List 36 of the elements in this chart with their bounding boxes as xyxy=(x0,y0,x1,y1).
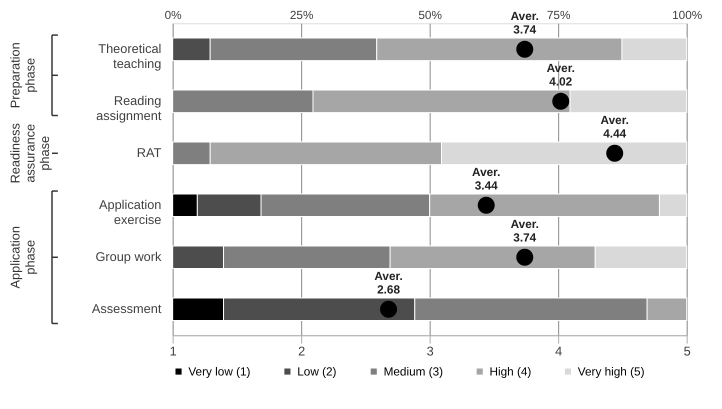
x-tick-label: 25% xyxy=(290,8,314,22)
legend-label: Very low (1) xyxy=(188,366,251,379)
y-tick-label: Reading assignment xyxy=(96,93,162,123)
point xyxy=(552,92,570,110)
point xyxy=(478,196,495,214)
legend-label: Very high (5) xyxy=(578,366,645,379)
point xyxy=(516,40,534,58)
y-tick-label: RAT xyxy=(136,145,162,160)
data-label: Aver. 3.74 xyxy=(510,218,539,245)
y-tick-label: Assessment xyxy=(92,301,162,316)
x-tick-label: 0% xyxy=(164,8,182,22)
data-label: Aver. 2.68 xyxy=(374,270,403,297)
legend-label: Medium (3) xyxy=(384,366,444,379)
x2-tick-label: 3 xyxy=(426,343,434,358)
x-tick-label: 100% xyxy=(672,8,703,22)
x2-tick-label: 5 xyxy=(684,343,691,358)
x-tick-label: 75% xyxy=(546,8,571,22)
y-tick-label: Theoretical teaching xyxy=(98,41,162,71)
point xyxy=(516,248,534,266)
text: Preparation phase xyxy=(8,42,38,108)
y-tick-label: Application exercise xyxy=(98,197,162,227)
x-tick-label: 50% xyxy=(418,8,442,22)
x2-tick-label: 1 xyxy=(170,343,177,358)
y-tick-label: Group work xyxy=(95,249,162,264)
data-label: Aver. 4.02 xyxy=(546,62,575,89)
data-label: Aver. 3.44 xyxy=(472,166,500,193)
data-label: Aver. 4.44 xyxy=(600,114,629,141)
point xyxy=(606,144,624,162)
text: Readiness assurance phase xyxy=(8,123,52,184)
legend-label: Low (2) xyxy=(297,366,337,379)
x2-tick-label: 2 xyxy=(298,343,306,358)
legend-label: High (4) xyxy=(490,366,532,379)
data-label: Aver. 3.74 xyxy=(510,10,539,37)
point xyxy=(380,300,398,318)
x2-tick-label: 4 xyxy=(555,343,562,358)
text: Application phase xyxy=(8,226,38,288)
